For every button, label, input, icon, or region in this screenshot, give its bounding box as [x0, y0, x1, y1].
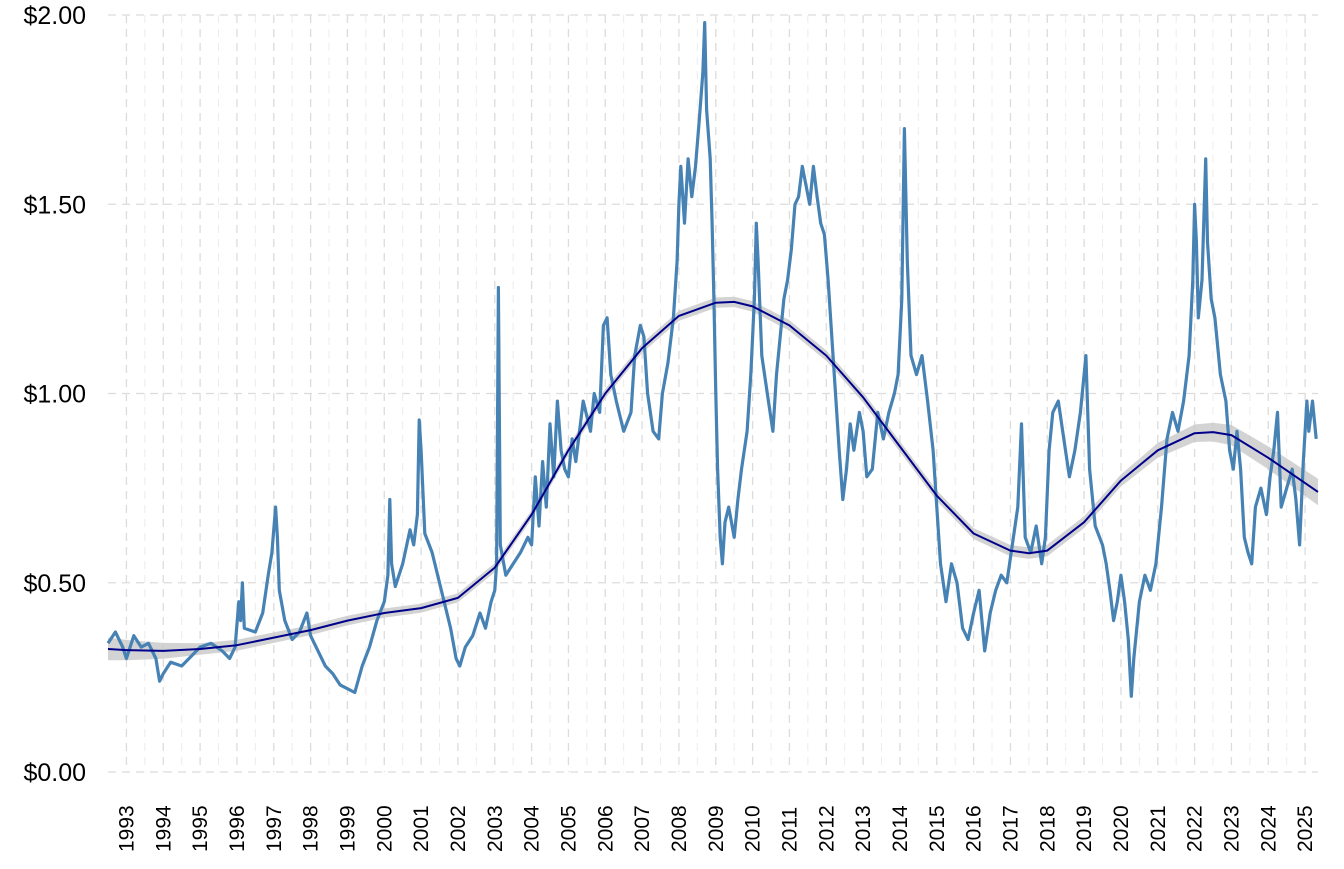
x-tick-label: 2010 — [742, 805, 765, 852]
x-tick-label: 2007 — [631, 805, 654, 852]
y-tick-label: $0.00 — [23, 759, 86, 787]
confidence-band-group — [108, 296, 1318, 661]
x-tick-label: 1993 — [115, 805, 138, 852]
x-tick-label: 2022 — [1184, 805, 1207, 852]
x-tick-label: 2002 — [447, 805, 470, 852]
x-tick-label: 2009 — [705, 805, 728, 852]
x-tick-label: 2019 — [1073, 805, 1096, 852]
x-tick-label: 2005 — [557, 805, 580, 852]
x-tick-label: 2020 — [1110, 805, 1133, 852]
y-tick-label: $1.50 — [23, 191, 86, 219]
smoothed-trend-line — [107, 300, 1319, 652]
x-tick-label: 2017 — [999, 805, 1022, 852]
y-axis-tick-labels: $0.00 $0.50 $1.00 $1.50 $2.00 — [23, 2, 86, 787]
x-tick-label: 2006 — [594, 805, 617, 852]
x-tick-label: 2000 — [373, 805, 396, 852]
x-tick-label: 2025 — [1294, 805, 1317, 852]
x-tick-label: 2016 — [963, 805, 986, 852]
x-tick-label: 1999 — [336, 805, 359, 852]
y-tick-label: $2.00 — [23, 2, 86, 30]
series-group — [106, 21, 1318, 698]
confidence-band — [108, 296, 1318, 661]
x-tick-label: 1995 — [189, 805, 212, 852]
x-tick-label: 1996 — [226, 805, 249, 852]
x-tick-label: 2012 — [815, 805, 838, 852]
x-tick-label: 1997 — [263, 805, 286, 852]
gridlines — [108, 14, 1318, 773]
x-tick-label: 2001 — [410, 805, 433, 852]
price-series-line — [106, 21, 1318, 698]
x-tick-label: 2013 — [852, 805, 875, 852]
y-tick-label: $0.50 — [23, 570, 86, 598]
x-tick-label: 2018 — [1036, 805, 1059, 852]
x-tick-label: 2011 — [778, 807, 801, 852]
x-tick-label: 2023 — [1220, 805, 1243, 852]
x-tick-label: 2014 — [889, 805, 912, 852]
x-tick-label: 2015 — [926, 805, 949, 852]
trend-group — [107, 300, 1319, 652]
x-tick-label: 1998 — [300, 805, 323, 852]
x-tick-label: 2003 — [484, 805, 507, 852]
x-tick-label: 2021 — [1147, 805, 1170, 852]
x-axis-tick-labels: 1993 1994 1995 1996 1997 1998 1999 2000 2001 2002… — [115, 805, 1317, 852]
x-tick-label: 2024 — [1257, 805, 1280, 852]
x-tick-label: 1994 — [152, 805, 175, 852]
x-tick-label: 2008 — [668, 805, 691, 852]
y-tick-label: $1.00 — [23, 381, 86, 409]
x-tick-label: 2004 — [521, 805, 544, 852]
